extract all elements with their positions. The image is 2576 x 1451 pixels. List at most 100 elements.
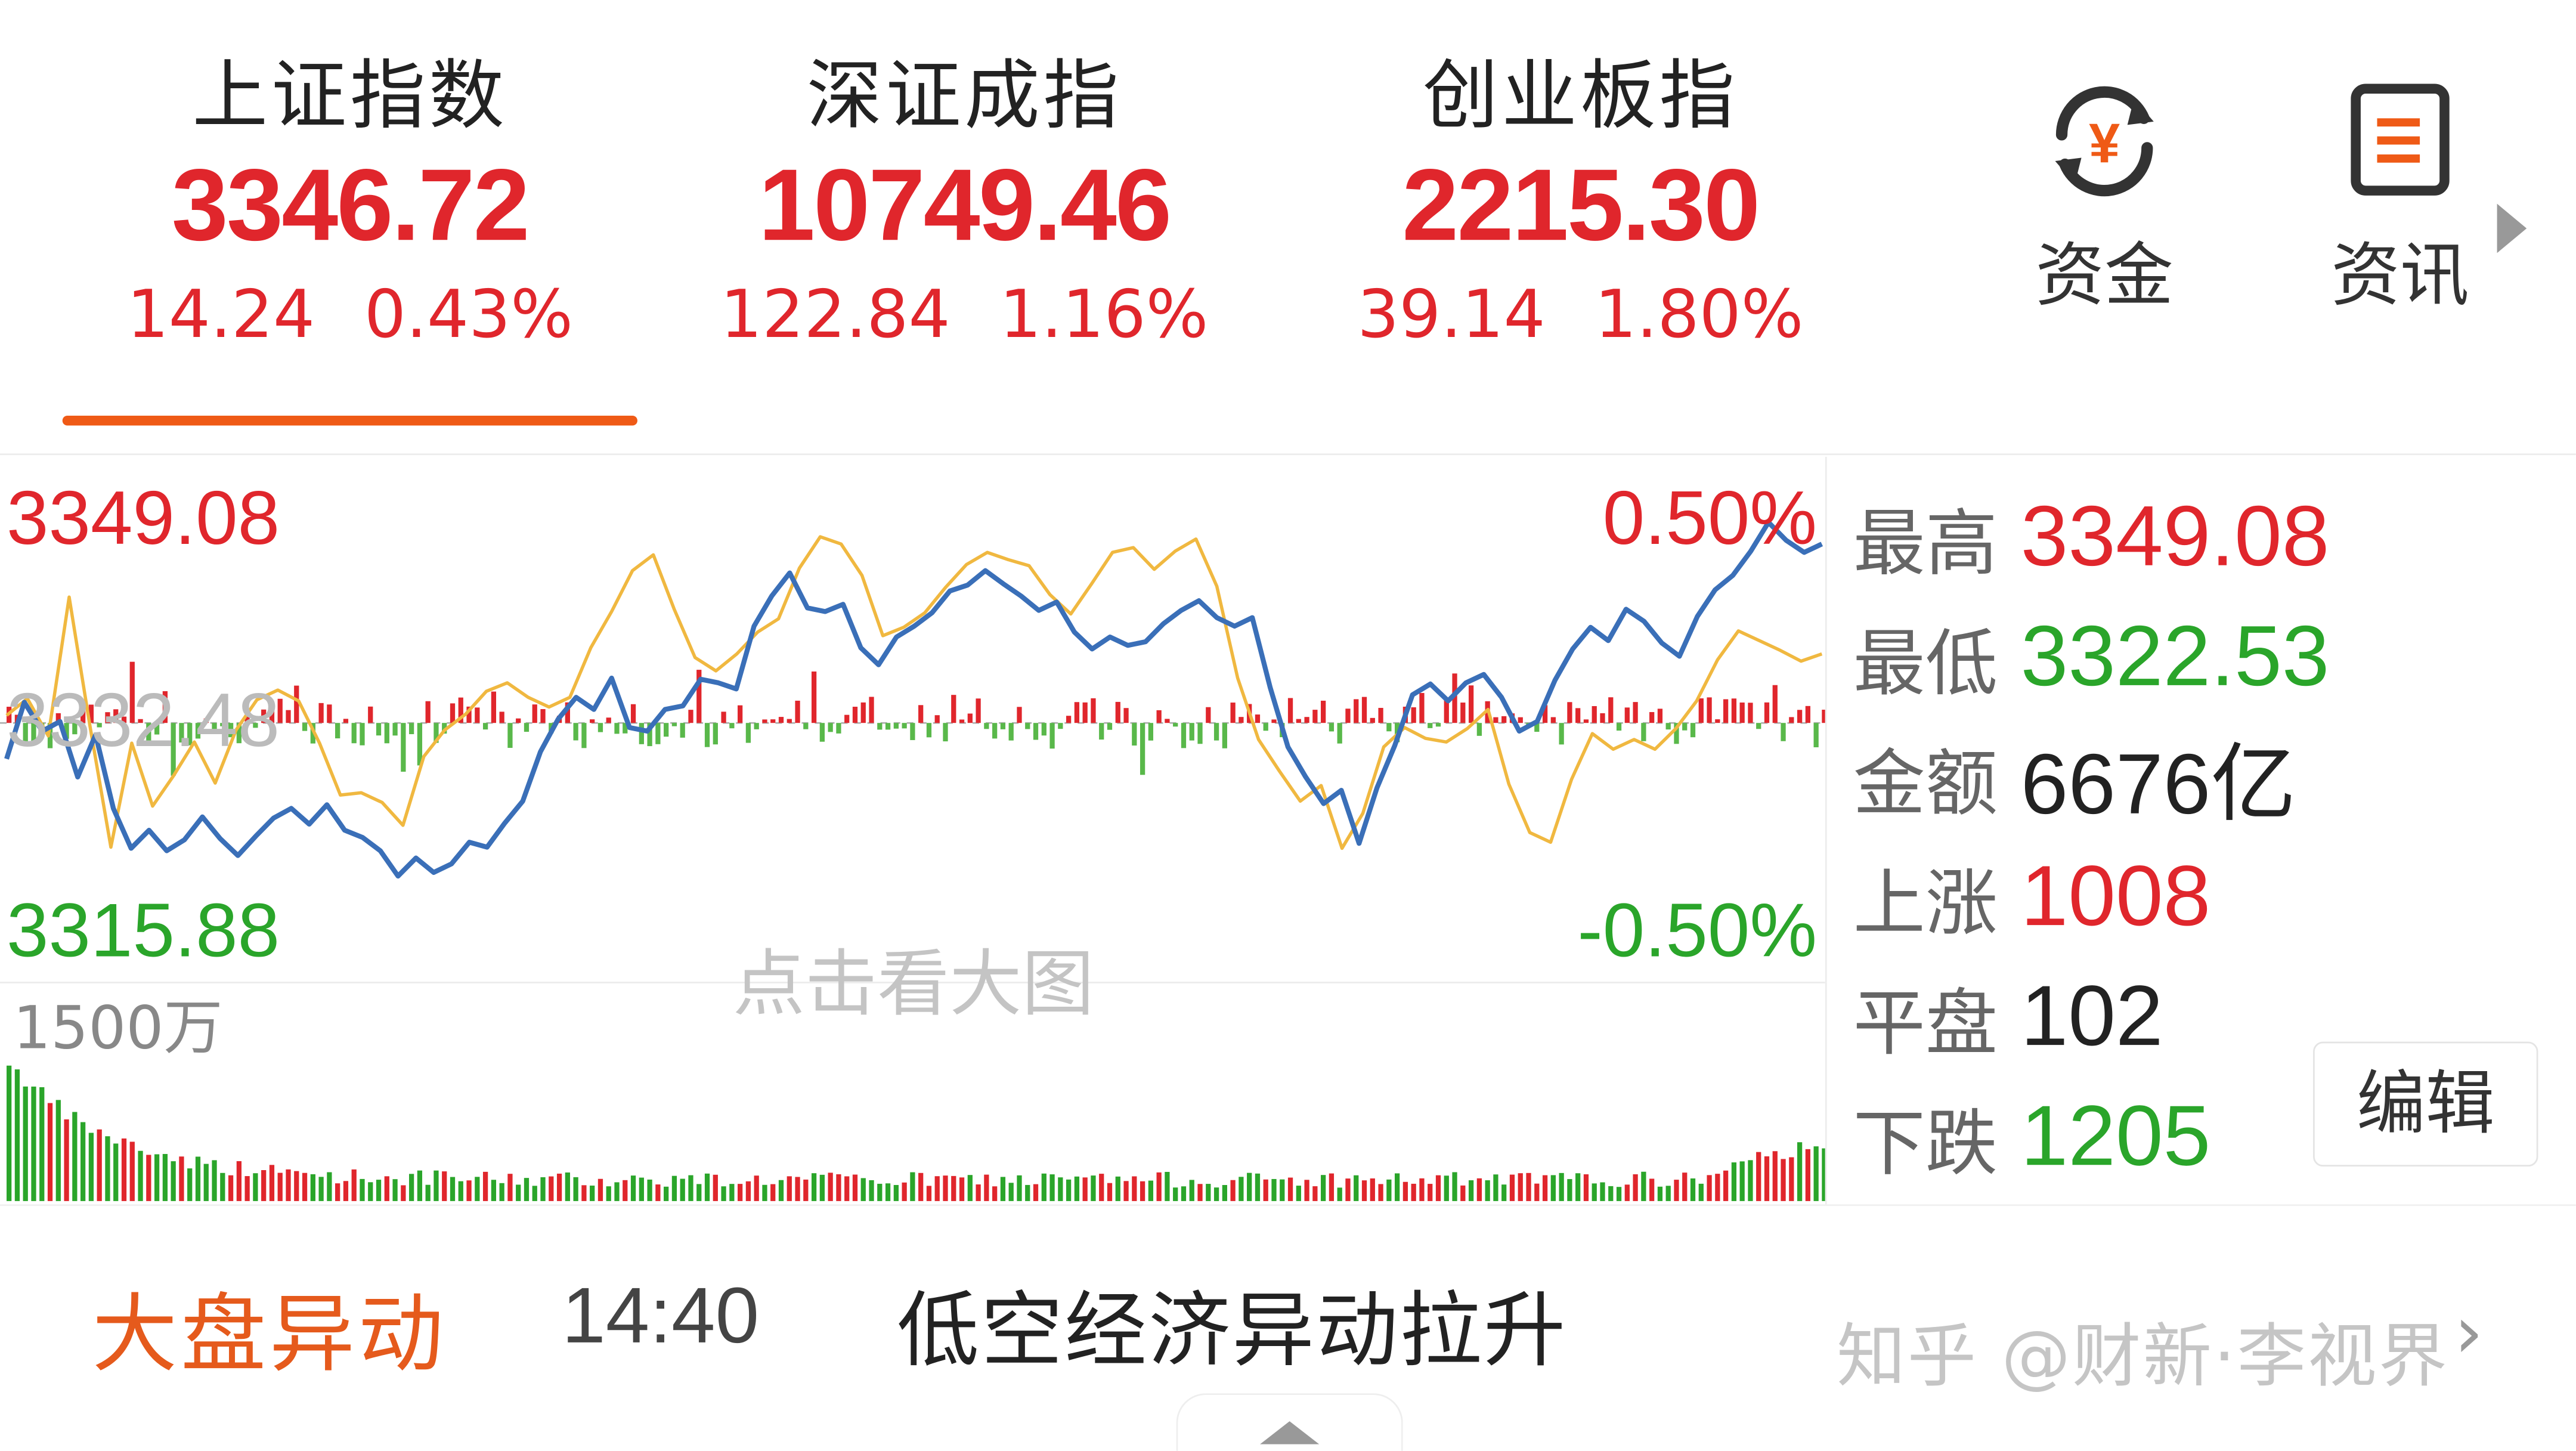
scroll-right-icon[interactable]	[2497, 203, 2527, 253]
change-bar	[1189, 723, 1194, 741]
change-bar	[195, 723, 201, 739]
stat-low: 最低 3322.53	[1853, 596, 2330, 716]
volume-bar	[623, 1180, 628, 1201]
volume-bar	[1017, 1175, 1022, 1201]
change-bar	[1354, 699, 1359, 723]
volume-bar	[203, 1164, 209, 1201]
change-bar	[286, 710, 291, 723]
volume-bar	[819, 1174, 825, 1201]
index-tab-shanghai[interactable]: 上证指数 3346.72 14.24 0.43%	[104, 46, 597, 361]
index-tab-chinext[interactable]: 创业板指 2215.30 39.14 1.80%	[1334, 46, 1827, 361]
volume-bar	[951, 1175, 956, 1201]
volume-bar	[1107, 1183, 1113, 1201]
volume-bar	[1033, 1184, 1039, 1201]
change-bar	[1337, 723, 1342, 744]
volume-bar	[1731, 1162, 1737, 1201]
change-bar	[967, 713, 973, 723]
volume-scale-label: 1500万	[13, 994, 223, 1063]
volume-bar	[1739, 1161, 1745, 1201]
market-alert-bar[interactable]: 大盘异动 14:40 低空经济异动拉升 ›	[0, 1249, 2576, 1413]
volume-bar	[1518, 1173, 1523, 1201]
change-bar	[959, 719, 965, 723]
index-change-points: 14.24	[126, 277, 315, 354]
change-bar	[844, 714, 850, 723]
index-change: 14.24 0.43%	[104, 270, 597, 361]
change-bar	[1296, 719, 1301, 723]
volume-bar	[1567, 1179, 1572, 1201]
change-bar	[1428, 723, 1433, 728]
volume-bar	[803, 1179, 809, 1201]
change-bar	[1386, 723, 1392, 732]
change-bar	[187, 723, 193, 745]
volume-bar	[392, 1179, 398, 1201]
change-bar	[1230, 703, 1236, 723]
volume-bar	[1674, 1180, 1679, 1201]
volume-bar	[745, 1181, 751, 1201]
change-bar	[926, 723, 932, 738]
price-change-bars	[7, 661, 1825, 776]
change-bar	[244, 713, 250, 723]
change-bar	[614, 723, 620, 734]
change-bar	[1797, 710, 1803, 723]
change-bar	[1772, 685, 1778, 723]
volume-bar	[1148, 1180, 1154, 1201]
volume-bar	[1041, 1173, 1046, 1201]
volume-bar	[302, 1172, 308, 1201]
change-bar	[450, 703, 456, 723]
change-bar	[23, 723, 28, 744]
change-bar	[236, 723, 242, 744]
volume-bar	[811, 1173, 817, 1201]
change-bar	[655, 723, 661, 744]
change-bar	[179, 723, 184, 742]
change-bar	[1361, 697, 1367, 723]
change-bar	[318, 703, 324, 723]
change-bar	[97, 723, 102, 728]
volume-bar	[1822, 1148, 1825, 1201]
expand-handle[interactable]	[1176, 1393, 1403, 1451]
change-bar	[1756, 723, 1761, 729]
news-button[interactable]: 资讯	[2310, 76, 2491, 326]
intraday-chart[interactable]: 3349.08 3332.48 3315.88 0.50% -0.50% 150…	[0, 457, 1825, 1205]
volume-bar	[1239, 1177, 1244, 1201]
change-bar	[1674, 723, 1679, 744]
volume-bar	[902, 1182, 907, 1201]
alert-time: 14:40	[562, 1273, 760, 1361]
volume-bar	[351, 1169, 357, 1201]
stat-label: 平盘	[1853, 982, 1998, 1066]
volume-bar	[360, 1178, 365, 1201]
volume-bar	[368, 1182, 373, 1201]
index-name: 创业板指	[1422, 51, 1738, 140]
volume-bar	[1271, 1178, 1277, 1201]
chevron-up-icon	[1260, 1421, 1320, 1444]
volume-bar	[1329, 1173, 1335, 1201]
volume-bar	[1772, 1151, 1778, 1201]
volume-bar	[1156, 1172, 1162, 1201]
volume-bar	[1181, 1186, 1187, 1201]
edit-button[interactable]: 编辑	[2313, 1041, 2538, 1167]
series-line-0	[4, 519, 1823, 879]
volume-bar	[721, 1186, 726, 1201]
news-list-icon	[2351, 83, 2450, 196]
change-bar	[1559, 723, 1564, 745]
volume-bar	[1616, 1187, 1622, 1201]
volume-bar	[1370, 1178, 1375, 1201]
volume-bar	[286, 1169, 291, 1201]
change-bar	[606, 717, 611, 723]
change-bar	[1041, 723, 1046, 736]
change-bar	[918, 705, 924, 723]
index-change-percent: 0.43%	[364, 277, 573, 354]
stat-label: 最高	[1853, 502, 1998, 586]
change-bar	[475, 707, 480, 723]
volume-bar	[1592, 1183, 1597, 1201]
change-bar	[910, 723, 915, 740]
index-change-points: 122.84	[720, 277, 950, 354]
volume-bar	[228, 1175, 234, 1201]
funds-button[interactable]: ¥ 资金	[2014, 76, 2195, 326]
index-tab-shenzhen[interactable]: 深证成指 10749.46 122.84 1.16%	[718, 46, 1211, 361]
change-bar	[1608, 697, 1614, 723]
volume-bar	[1049, 1174, 1055, 1201]
volume-bar	[499, 1183, 504, 1201]
volume-bar	[1428, 1184, 1433, 1201]
change-bar	[1287, 698, 1293, 723]
volume-bar	[1189, 1180, 1194, 1201]
